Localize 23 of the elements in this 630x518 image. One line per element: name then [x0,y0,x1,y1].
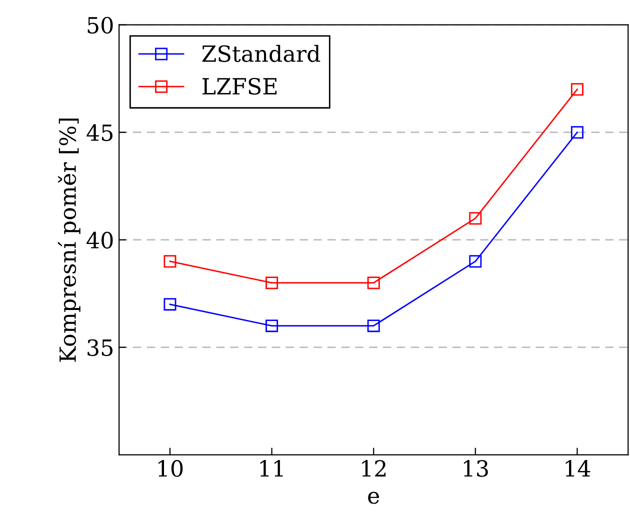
point [164,255,176,268]
point [570,83,584,96]
y-tick-label: 35 [88,339,112,356]
point [469,212,482,225]
point [469,255,482,268]
y-tick-label: 50 [88,16,113,34]
point [266,276,278,290]
point [164,298,176,311]
x-tick-label: 13 [464,460,488,477]
x-tick-label: 12 [362,460,386,477]
legend-label: ZStandard [202,44,320,62]
point [367,276,380,290]
point [367,320,380,332]
x-axis-title: e [368,492,380,504]
point [266,320,278,332]
legend-label: LZFSE [202,78,277,95]
y-axis-title: Kompresní poměr [%] [58,118,80,362]
y-tick-label: 45 [86,124,112,142]
point [570,126,584,139]
x-tick-label: 10 [158,460,183,477]
y-tick-label: 40 [86,232,113,249]
x-tick-label: 14 [566,460,590,477]
x-tick-label: 11 [260,460,283,477]
